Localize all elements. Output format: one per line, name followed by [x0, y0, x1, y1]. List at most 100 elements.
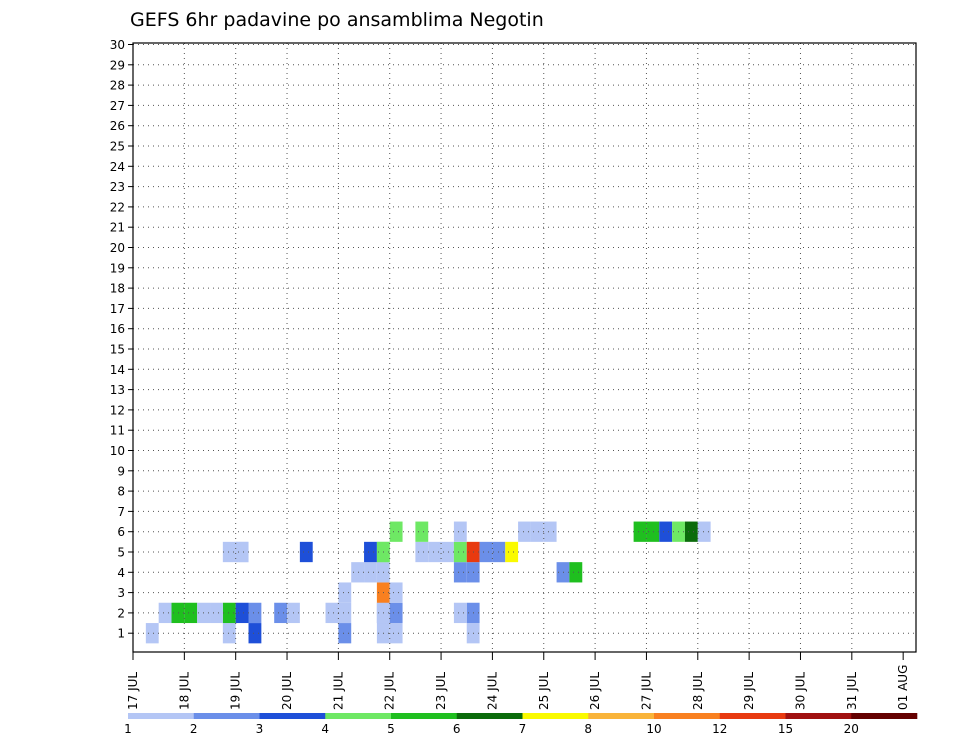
legend-swatch: [851, 713, 918, 719]
legend-label: 3: [256, 722, 264, 736]
legend-label: 5: [387, 722, 395, 736]
x-tick-label: 18 JUL: [177, 672, 191, 710]
y-tick-label: 27: [110, 99, 125, 113]
y-tick-label: 21: [110, 221, 125, 235]
y-tick-label: 20: [110, 241, 125, 255]
y-tick-label: 14: [110, 363, 125, 377]
y-tick-label: 11: [110, 424, 125, 438]
legend-swatch: [259, 713, 326, 719]
x-tick-label: 26 JUL: [588, 672, 602, 710]
heatmap-cell: [428, 541, 442, 563]
heatmap-cell: [505, 541, 519, 563]
legend-label: 4: [321, 722, 329, 736]
x-tick-label: 27 JUL: [639, 672, 653, 710]
legend-label: 8: [584, 722, 592, 736]
y-tick-label: 30: [110, 38, 125, 52]
x-tick-label: 28 JUL: [691, 672, 705, 710]
legend-label: 12: [712, 722, 727, 736]
x-tick-label: 24 JUL: [485, 672, 499, 710]
heatmap-cell: [184, 602, 198, 624]
heatmap-cell: [646, 521, 660, 542]
x-tick-label: 29 JUL: [742, 672, 756, 710]
legend-swatch: [588, 713, 655, 719]
chart-title: GEFS 6hr padavine po ansamblima Negotin: [130, 9, 544, 31]
legend-swatch: [654, 713, 721, 719]
y-tick-label: 19: [110, 261, 125, 275]
y-tick-label: 3: [117, 586, 125, 600]
x-tick-label: 20 JUL: [280, 672, 294, 710]
heatmap-cell: [145, 623, 159, 644]
legend-label: 7: [519, 722, 527, 736]
heatmap-cell: [222, 623, 236, 644]
heatmap-cell: [389, 623, 403, 644]
heatmap-cell: [633, 521, 647, 542]
y-tick-label: 5: [117, 546, 125, 560]
x-tick-label: 19 JUL: [229, 672, 243, 710]
x-tick-label: 23 JUL: [434, 672, 448, 710]
heatmap-cell: [441, 541, 454, 563]
legend-swatch: [128, 713, 195, 719]
y-tick-label: 23: [110, 180, 125, 194]
y-tick-label: 13: [110, 383, 125, 397]
heatmap-cell: [158, 602, 172, 624]
heatmap-cell: [543, 521, 557, 542]
y-axis-ticks: 1234567891011121314151617181920212223242…: [110, 38, 133, 641]
y-tick-label: 29: [110, 58, 125, 72]
y-tick-label: 7: [117, 505, 125, 519]
legend-swatch: [719, 713, 786, 719]
legend-label: 15: [778, 722, 793, 736]
heatmap-cell: [453, 562, 467, 583]
y-tick-label: 15: [110, 343, 125, 357]
heatmap-cell: [325, 602, 339, 624]
y-tick-label: 28: [110, 79, 125, 93]
legend-swatch: [193, 713, 260, 719]
legend-swatch: [522, 713, 589, 719]
y-tick-label: 24: [110, 160, 125, 174]
y-tick-label: 17: [110, 302, 125, 316]
y-tick-label: 26: [110, 119, 125, 133]
legend-swatch: [785, 713, 852, 719]
heatmap-cell: [338, 602, 352, 624]
gridlines: [133, 43, 916, 652]
y-tick-label: 22: [110, 200, 125, 214]
heatmap-cell: [389, 582, 403, 603]
heatmap-cell: [569, 562, 583, 583]
heatmap-cell: [389, 521, 403, 542]
y-tick-label: 18: [110, 282, 125, 296]
heatmap-cell: [171, 602, 185, 624]
heatmap-cell: [364, 562, 377, 583]
legend-label: 6: [453, 722, 461, 736]
heatmap-cell: [415, 541, 429, 563]
x-tick-label: 31 JUL: [845, 672, 859, 710]
legend-swatch: [391, 713, 458, 719]
heatmap-cell: [659, 521, 673, 542]
heatmap-cell: [479, 541, 493, 563]
y-tick-label: 6: [117, 525, 125, 539]
y-tick-label: 8: [117, 485, 125, 499]
legend-swatch: [456, 713, 523, 719]
legend-label: 10: [646, 722, 661, 736]
x-tick-label: 30 JUL: [793, 672, 807, 710]
x-tick-label: 17 JUL: [126, 672, 140, 710]
heatmap-cell: [235, 541, 249, 563]
heatmap-cell: [453, 541, 467, 563]
legend-label: 2: [190, 722, 198, 736]
y-tick-label: 9: [117, 464, 125, 478]
y-tick-label: 16: [110, 322, 125, 336]
heatmap-cell: [274, 602, 288, 624]
y-tick-label: 4: [117, 566, 125, 580]
x-axis-ticks: 17 JUL 18 JUL 19 JUL 20 JUL 21 JUL 22 JUL 23 J…: [126, 652, 910, 710]
plot-frame: [132, 42, 917, 653]
heatmap-cell: [389, 602, 403, 624]
x-tick-label: 01 AUG: [896, 665, 910, 710]
x-tick-label: 25 JUL: [537, 672, 551, 710]
heatmap-cell: [338, 582, 352, 603]
y-tick-label: 2: [117, 606, 125, 620]
heatmap-cell: [697, 521, 711, 542]
heatmap-cell: [299, 541, 313, 563]
heatmap-cell: [518, 521, 531, 542]
heatmap-cell: [235, 602, 249, 624]
color-legend: 1 2 3 4 5 6 7 8 10 12 15 20: [124, 713, 918, 736]
x-tick-label: 21 JUL: [331, 672, 345, 710]
